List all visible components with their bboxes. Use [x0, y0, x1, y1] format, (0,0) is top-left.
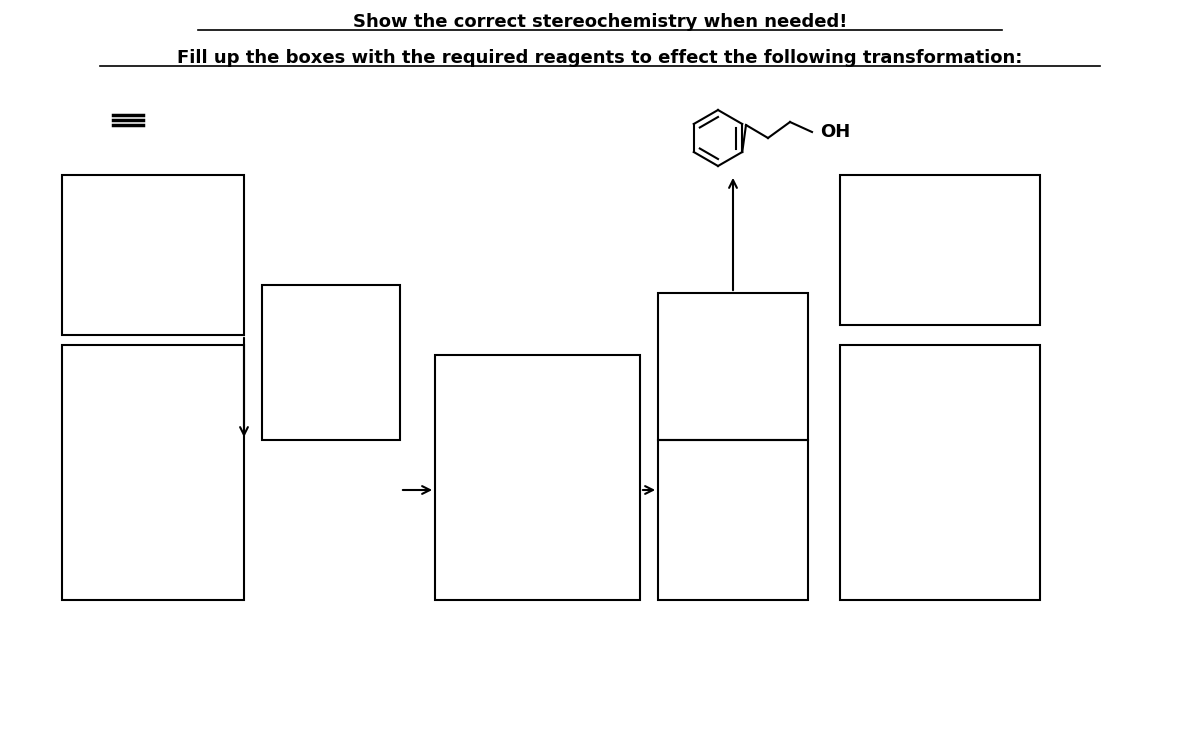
Bar [262, 285, 400, 440]
Bar [658, 440, 808, 600]
Text: OH: OH [820, 123, 851, 141]
Bar [62, 175, 244, 335]
Bar [840, 175, 1040, 325]
Bar [62, 345, 244, 600]
Bar [436, 355, 640, 600]
Text: Show the correct stereochemistry when needed!: Show the correct stereochemistry when ne… [353, 13, 847, 31]
Bar [658, 293, 808, 440]
Bar [840, 345, 1040, 600]
Text: Fill up the boxes with the required reagents to effect the following transformat: Fill up the boxes with the required reag… [178, 49, 1022, 67]
